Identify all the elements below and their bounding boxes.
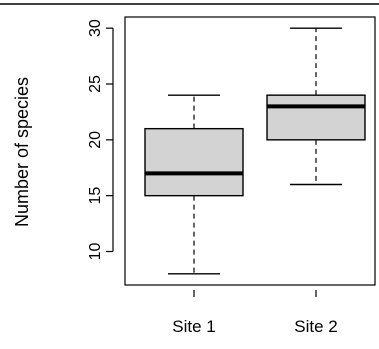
y-tick-label: 10: [87, 243, 104, 261]
iqr-box: [266, 94, 366, 141]
y-axis: 10 15 20 25 30: [87, 19, 114, 261]
boxes-layer: [144, 27, 366, 275]
y-tick-label: 30: [87, 19, 104, 37]
iqr-box: [144, 127, 244, 197]
y-tick-label: 20: [87, 131, 104, 149]
plot-frame: [124, 16, 376, 286]
box-2: [266, 27, 366, 186]
y-axis-label: Number of species: [12, 77, 32, 227]
x-tick-label: Site 2: [294, 317, 337, 336]
y-tick-label: 25: [87, 75, 104, 93]
box-1: [144, 94, 244, 275]
x-tick-label: Site 1: [172, 317, 215, 336]
x-axis: Site 1 Site 2: [172, 290, 338, 336]
y-tick-label: 15: [87, 187, 104, 205]
